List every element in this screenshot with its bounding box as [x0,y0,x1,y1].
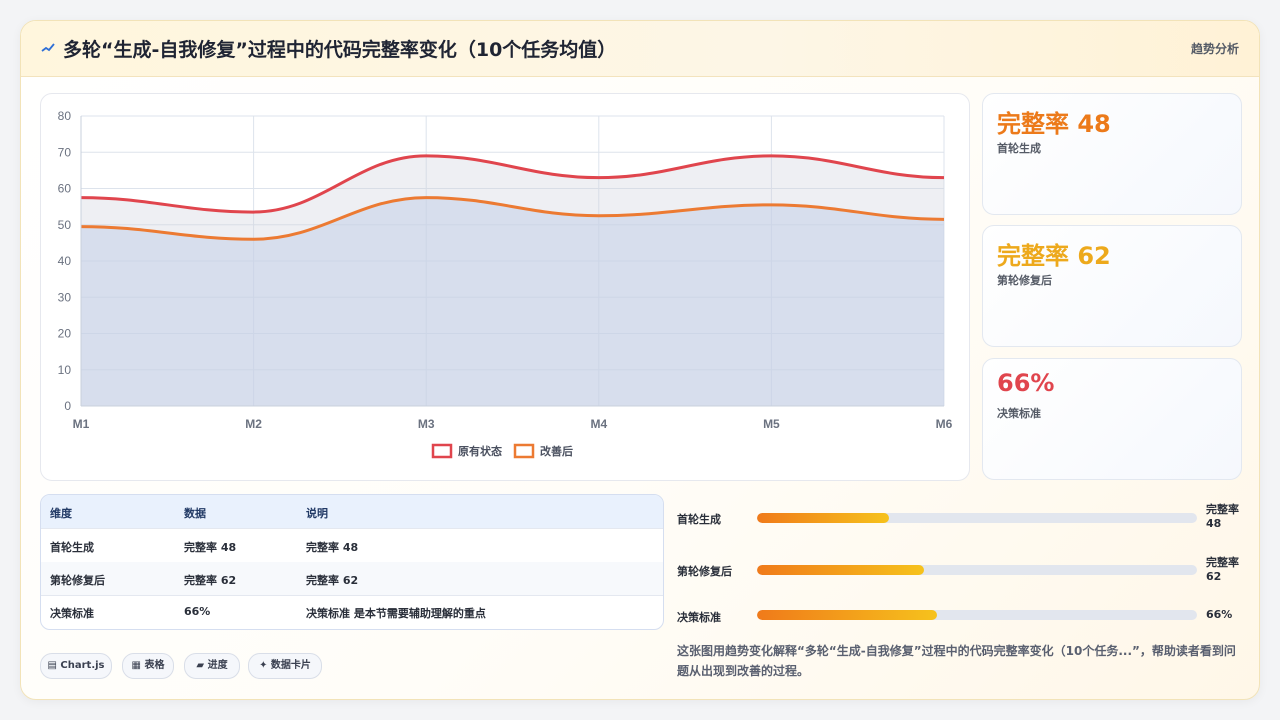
stat-label: 首轮生成 [997,142,1041,155]
progress-fill [757,610,938,620]
progress-fill [757,513,889,523]
tag-table[interactable]: ▦ 表格 [122,653,174,679]
tag-chartjs[interactable]: ▤ Chart.js [40,653,112,679]
y-tick-label: 30 [58,290,72,304]
x-tick-label: M2 [245,417,262,431]
progress-value: 66% [1206,608,1233,621]
y-tick-label: 0 [64,399,71,413]
table-cell: 决策标准 是本节需要辅助理解的重点 [306,607,486,620]
chart-panel: 0 10 20 30 40 50 60 70 80 M1 M2 M3 M4 M5 M6 原有状态 改善后 [40,93,970,481]
x-tick-label: M4 [590,417,607,431]
legend-swatch [431,443,453,459]
progress-label: 第轮修复后 [677,565,732,578]
table-cell: 完整率 48 [306,541,359,554]
page-title: 多轮“生成-自我修复”过程中的代码完整率变化（10个任务均值） [63,39,617,61]
stat-value: 66% [997,369,1055,397]
legend-label: 改善后 [540,444,573,458]
progress-value: 完整率 48 [1206,503,1239,530]
stat-card-decision: 66% 决策标准 [982,358,1242,480]
column-header: 数据 [184,507,206,520]
y-tick-label: 40 [58,254,72,268]
trend-icon [41,43,55,52]
area-fill-improved [81,197,944,406]
table-cell: 完整率 62 [184,574,237,587]
progress-bar-first-round [757,513,1197,523]
line-chart: 0 10 20 30 40 50 60 70 80 M1 M2 M3 M4 M5 M6 原有状态 改善后 [58,109,953,459]
tag-progress[interactable]: ▰ 进度 [184,653,240,679]
stat-card-first-round: 完整率 48 首轮生成 [982,93,1242,215]
data-table: 维度 数据 说明 首轮生成 完整率 48 完整率 48 第轮修复后 完整率 62… [40,494,664,630]
progress-bar-decision [757,610,1197,620]
progress-label: 决策标准 [677,611,721,624]
table-cell: 完整率 48 [184,541,237,554]
y-tick-label: 80 [58,109,72,123]
table-row: 第轮修复后 完整率 62 完整率 62 [41,562,663,596]
progress-label: 首轮生成 [677,513,721,526]
column-header: 维度 [50,507,72,520]
dashboard-card: 多轮“生成-自我修复”过程中的代码完整率变化（10个任务均值） 趋势分析 0 10… [20,20,1260,700]
legend-swatch [513,443,535,459]
progress-fill [757,565,925,575]
header-bar: 多轮“生成-自我修复”过程中的代码完整率变化（10个任务均值） 趋势分析 [21,21,1259,77]
y-tick-label: 60 [58,182,72,196]
progress-value: 完整率 62 [1206,556,1239,583]
legend-label: 原有状态 [458,444,502,458]
table-cell: 第轮修复后 [50,574,105,587]
stat-label: 决策标准 [997,407,1041,420]
tag-data-card[interactable]: ✦ 数据卡片 [248,653,322,679]
x-tick-label: M3 [418,417,435,431]
stat-card-after-repair: 完整率 62 第轮修复后 [982,225,1242,347]
series-line-original [80,154,945,214]
table-row: 决策标准 66% 决策标准 是本节需要辅助理解的重点 [41,595,663,628]
stat-label: 第轮修复后 [997,274,1052,287]
y-tick-label: 20 [58,327,72,341]
progress-bar-after-repair [757,565,1197,575]
table-cell: 66% [184,605,211,618]
trend-analysis-link[interactable]: 趋势分析 [1190,42,1239,56]
x-tick-label: M6 [936,417,953,431]
table-cell: 完整率 62 [306,574,359,587]
column-header: 说明 [306,507,328,520]
x-tick-label: M1 [73,417,90,431]
y-tick-label: 70 [58,145,72,159]
table-row: 首轮生成 完整率 48 完整率 48 [41,529,663,563]
table-cell: 决策标准 [50,607,94,620]
stat-value: 完整率 62 [997,242,1111,270]
x-tick-label: M5 [763,417,780,431]
y-tick-label: 10 [58,363,72,377]
table-header-row: 维度 数据 说明 [41,495,663,529]
series-line-improved [80,196,945,241]
table-cell: 首轮生成 [50,541,94,554]
summary-text: 这张图用趋势变化解释“多轮“生成-自我修复”过程中的代码完整率变化（10个任务.… [677,644,1236,678]
y-tick-label: 50 [58,218,72,232]
stat-value: 完整率 48 [997,110,1111,138]
